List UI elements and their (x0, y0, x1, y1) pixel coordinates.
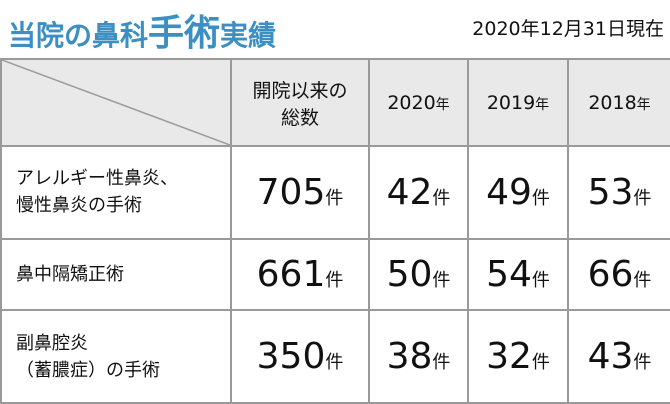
date: 2020年12月31日現在 (472, 18, 664, 40)
count-cell: 32件 (467, 309, 569, 404)
count-unit: 件 (531, 352, 550, 374)
count-cell: 38件 (368, 309, 469, 404)
row-label: 副鼻腔炎 （蓄膿症）の手術 (0, 309, 232, 404)
column-header: 2018年 (567, 58, 670, 147)
count-value: 32 (486, 336, 532, 378)
count-value: 705 (256, 171, 326, 213)
header-text: 2020 (387, 91, 436, 114)
count-unit: 件 (325, 352, 344, 374)
count-cell: 49件 (467, 145, 569, 240)
count-value: 43 (587, 336, 634, 378)
count-unit: 件 (432, 187, 451, 209)
label-line: 副鼻腔炎 (16, 332, 88, 354)
table-row: 鼻中隔矯正術 661件 50件 54件 66件 (0, 237, 670, 312)
header-unit: 年 (435, 96, 450, 113)
count-unit: 件 (432, 352, 451, 374)
count-value: 42 (386, 171, 433, 213)
count-cell: 350件 (230, 309, 370, 404)
count-cell: 50件 (368, 237, 469, 312)
count-value: 66 (587, 253, 634, 295)
diagonal (2, 60, 230, 145)
count-value: 49 (486, 171, 532, 213)
header-unit: 年 (535, 96, 550, 113)
count-unit: 件 (432, 269, 451, 291)
count-unit: 件 (325, 187, 344, 209)
count-value: 50 (386, 253, 433, 295)
corner-cell (0, 58, 232, 147)
header-text: 2019 (486, 91, 536, 114)
label-line: 鼻中隔矯正術 (16, 263, 124, 285)
count-unit: 件 (531, 269, 550, 291)
row-label: アレルギー性鼻炎、 慢性鼻炎の手術 (0, 145, 232, 240)
count-cell: 43件 (567, 309, 670, 404)
count-cell: 53件 (567, 145, 670, 240)
count-unit: 件 (633, 269, 652, 291)
header-row: 開院以来の 総数 2020年 2019年 2018年 (0, 58, 670, 147)
column-header: 2020年 (368, 58, 469, 147)
label-line: （蓄膿症）の手術 (16, 359, 160, 381)
count-unit: 件 (633, 352, 652, 374)
count-value: 53 (587, 171, 634, 213)
count-cell: 66件 (567, 237, 670, 312)
header-unit: 年 (636, 96, 651, 113)
label-line: アレルギー性鼻炎、 (16, 168, 178, 190)
row-label: 鼻中隔矯正術 (0, 237, 232, 312)
table-row: アレルギー性鼻炎、 慢性鼻炎の手術 705件 42件 49件 53件 (0, 145, 670, 240)
column-header: 2019年 (467, 58, 569, 147)
count-cell: 705件 (230, 145, 370, 240)
header-line: 開院以来の (252, 79, 348, 102)
title: 当院の鼻科手術実績 (8, 4, 276, 56)
label-line: 慢性鼻炎の手術 (16, 195, 142, 217)
count-cell: 661件 (230, 237, 370, 312)
count-cell: 54件 (467, 237, 569, 312)
table: 開院以来の 総数 2020年 2019年 2018年 アレルギー性鼻炎、 慢性鼻炎の手術 7… (0, 58, 670, 404)
table-row: 副鼻腔炎 （蓄膿症）の手術 350件 38件 32件 43件 (0, 309, 670, 404)
header-line: 総数 (280, 106, 319, 129)
title-part: 手術 (148, 13, 221, 54)
header-text: 2018 (588, 91, 637, 114)
count-value: 38 (386, 336, 433, 378)
count-unit: 件 (633, 187, 652, 209)
count-value: 661 (256, 253, 326, 295)
count-value: 54 (486, 253, 532, 295)
column-header: 開院以来の 総数 (230, 58, 370, 147)
count-unit: 件 (531, 187, 550, 209)
count-unit: 件 (325, 269, 344, 291)
count-value: 350 (256, 336, 326, 378)
title-part: 実績 (220, 19, 277, 52)
title-part: 当院の鼻科 (8, 19, 149, 52)
count-cell: 42件 (368, 145, 469, 240)
